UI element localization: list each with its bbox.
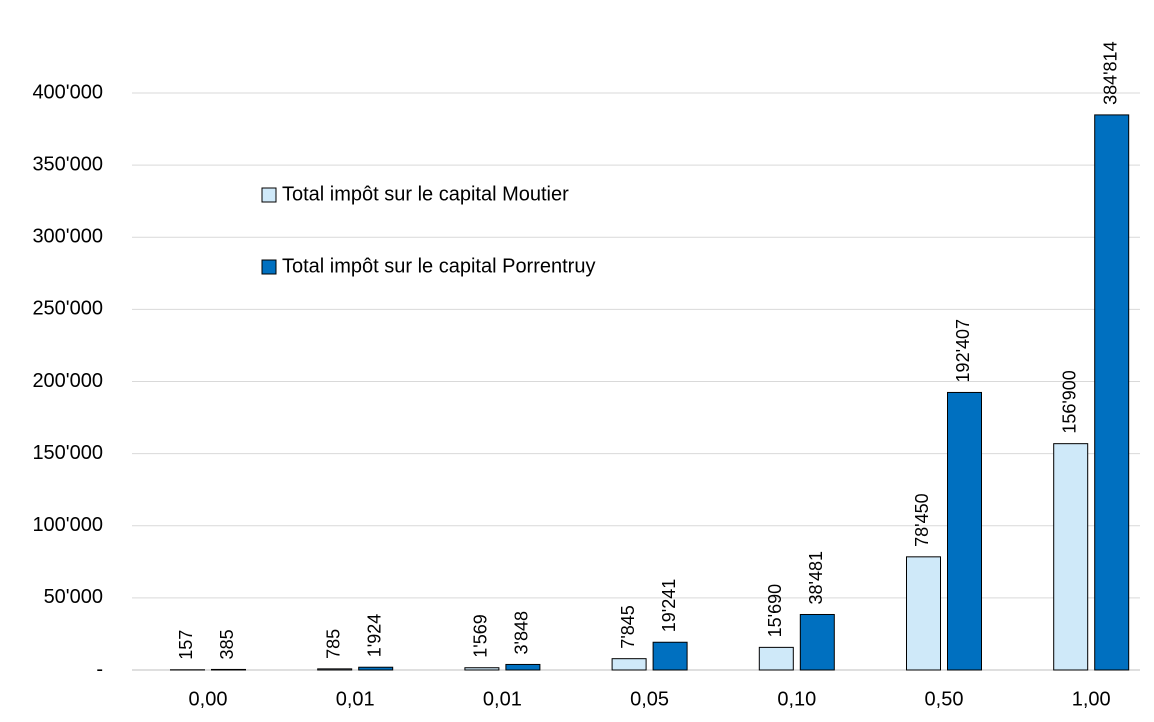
x-tick-label: 0,10: [777, 688, 816, 710]
y-tick-label: 350'000: [32, 153, 103, 175]
value-label: 156'900: [1059, 370, 1079, 434]
y-tick-label: 50'000: [44, 586, 103, 608]
legend-label: Total impôt sur le capital Porrentruy: [282, 255, 595, 277]
bar: [211, 668, 246, 671]
y-tick-label: -: [96, 658, 103, 680]
bar: [464, 667, 500, 671]
legend-swatch: [261, 259, 277, 275]
value-label: 38'481: [806, 551, 826, 605]
bar: [358, 666, 394, 671]
x-tick-label: 0,00: [189, 688, 228, 710]
bar: [317, 668, 353, 671]
y-tick-label: 150'000: [32, 442, 103, 464]
bar: [1053, 443, 1089, 671]
y-tick-label: 250'000: [32, 298, 103, 320]
y-tick-label: 200'000: [32, 370, 103, 392]
x-tick-label: 0,01: [483, 688, 522, 710]
bar: [1094, 114, 1130, 671]
x-tick-label: 0,01: [336, 688, 375, 710]
value-label: 1'924: [364, 614, 384, 657]
bar: [652, 641, 688, 671]
y-tick-label: 400'000: [32, 81, 103, 103]
bar: [758, 646, 794, 671]
bar: [947, 391, 982, 671]
bar: [611, 658, 647, 671]
value-label: 192'407: [953, 319, 973, 383]
bar: [906, 556, 941, 671]
value-label: 3'848: [512, 611, 532, 654]
value-label: 15'690: [765, 584, 785, 638]
bar: [505, 663, 541, 671]
value-label: 785: [323, 629, 343, 659]
legend-swatch: [261, 187, 277, 203]
x-tick-label: 1,00: [1072, 688, 1111, 710]
bar: [799, 613, 835, 671]
x-tick-label: 0,50: [925, 688, 964, 710]
value-label: 157: [176, 630, 196, 660]
value-label: 385: [217, 629, 237, 659]
value-label: 19'241: [659, 579, 679, 633]
x-tick-label: 0,05: [630, 688, 669, 710]
value-label: 384'814: [1100, 41, 1120, 105]
y-tick-label: 300'000: [32, 226, 103, 248]
legend-label: Total impôt sur le capital Moutier: [282, 183, 569, 205]
y-tick-label: 100'000: [32, 514, 103, 536]
value-label: 7'845: [618, 605, 638, 648]
value-label: 78'450: [912, 493, 932, 547]
value-label: 1'569: [471, 614, 491, 657]
